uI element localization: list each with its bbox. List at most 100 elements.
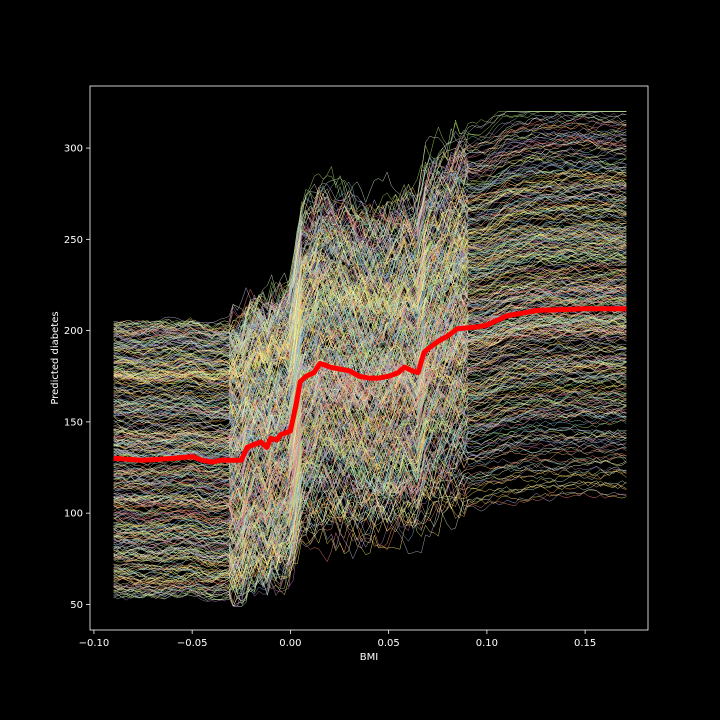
ice-line	[113, 357, 627, 600]
ice-line	[113, 361, 627, 530]
ice-line	[113, 183, 627, 363]
y-tick-label: 150	[64, 417, 83, 428]
ice-line	[113, 432, 627, 607]
ice-line	[113, 147, 627, 399]
x-tick-label: 0.15	[574, 638, 596, 649]
ice-line	[113, 440, 627, 552]
ice-line	[113, 305, 627, 522]
ice-line	[113, 329, 627, 539]
ice-line	[113, 274, 627, 380]
ice-line	[113, 453, 627, 590]
y-tick-label: 200	[64, 326, 83, 337]
ice-line	[113, 255, 627, 438]
ice-line	[113, 387, 627, 527]
ice-line	[113, 184, 627, 336]
ice-line	[113, 314, 627, 591]
ice-line	[113, 264, 627, 428]
ice-line	[113, 285, 627, 489]
y-tick-label: 250	[64, 235, 83, 246]
ice-line	[113, 138, 627, 381]
ice-line	[113, 284, 627, 383]
ice-line	[113, 236, 627, 377]
ice-line	[113, 267, 627, 478]
ice-line	[113, 296, 627, 482]
ice-line	[113, 336, 627, 559]
ice-line	[113, 345, 627, 504]
ice-line	[113, 287, 627, 397]
ice-line	[113, 157, 627, 385]
x-tick-label: 0.00	[279, 638, 301, 649]
ice-line	[113, 113, 627, 368]
ice-line	[113, 358, 627, 493]
ice-line	[113, 203, 627, 415]
plot-frame	[89, 85, 649, 631]
ice-line	[113, 489, 627, 599]
ice-line	[113, 423, 627, 556]
ice-line	[113, 206, 627, 398]
ice-line	[113, 199, 627, 419]
ice-line	[113, 394, 627, 601]
ice-line	[113, 402, 627, 514]
ice-line	[113, 231, 627, 345]
ice-line	[113, 206, 627, 372]
ice-line	[113, 368, 627, 599]
ice-line	[113, 464, 627, 606]
ice-line	[113, 193, 627, 350]
ice-line	[113, 154, 627, 381]
ice-line	[113, 343, 627, 444]
x-axis-label: BMI	[360, 652, 378, 663]
ice-line	[113, 387, 627, 542]
ice-line	[113, 111, 627, 343]
ice-line	[113, 277, 627, 487]
ice-lines-group	[113, 111, 627, 608]
ice-line	[113, 331, 627, 594]
ice-line	[113, 111, 627, 340]
ice-line	[113, 471, 627, 596]
ice-line	[113, 374, 627, 515]
ice-line	[113, 481, 627, 592]
y-tick-label: 300	[64, 144, 83, 155]
ice-line	[113, 364, 627, 499]
ice-line	[113, 133, 627, 335]
ice-line	[113, 316, 627, 436]
ice-line	[113, 298, 627, 481]
ice-line	[113, 323, 627, 451]
ice-line	[113, 320, 627, 556]
ice-line	[113, 330, 627, 540]
ice-line	[113, 289, 627, 549]
ice-line	[113, 468, 627, 579]
ice-line	[113, 332, 627, 531]
ice-line	[113, 351, 627, 584]
ice-line	[113, 252, 627, 405]
average-line	[113, 306, 627, 465]
ice-line	[113, 232, 627, 415]
ice-line	[113, 376, 627, 506]
x-tick-label: 0.10	[476, 638, 498, 649]
ice-line	[113, 357, 627, 563]
ice-line	[113, 234, 627, 348]
ice-line	[113, 397, 627, 558]
ice-line	[113, 479, 627, 581]
ice-line	[113, 342, 627, 500]
ice-line	[113, 361, 627, 522]
ice-line	[113, 369, 627, 531]
ice-line	[113, 181, 627, 380]
ice-line	[113, 194, 627, 338]
ice-line	[113, 411, 627, 530]
ice-line	[113, 313, 627, 464]
y-axis: 50 100 150 200 250 300	[64, 144, 90, 611]
ice-line	[113, 295, 627, 478]
ice-line	[113, 355, 627, 466]
ice-line	[113, 351, 627, 478]
ice-line	[113, 273, 627, 488]
ice-line	[113, 259, 627, 356]
ice-line	[113, 174, 627, 416]
ice-line	[113, 428, 627, 532]
ice-line	[113, 310, 627, 490]
ice-line	[113, 225, 627, 436]
ice-line	[113, 207, 627, 407]
ice-line	[113, 163, 627, 343]
ice-line	[113, 312, 627, 528]
ice-line	[113, 414, 627, 586]
